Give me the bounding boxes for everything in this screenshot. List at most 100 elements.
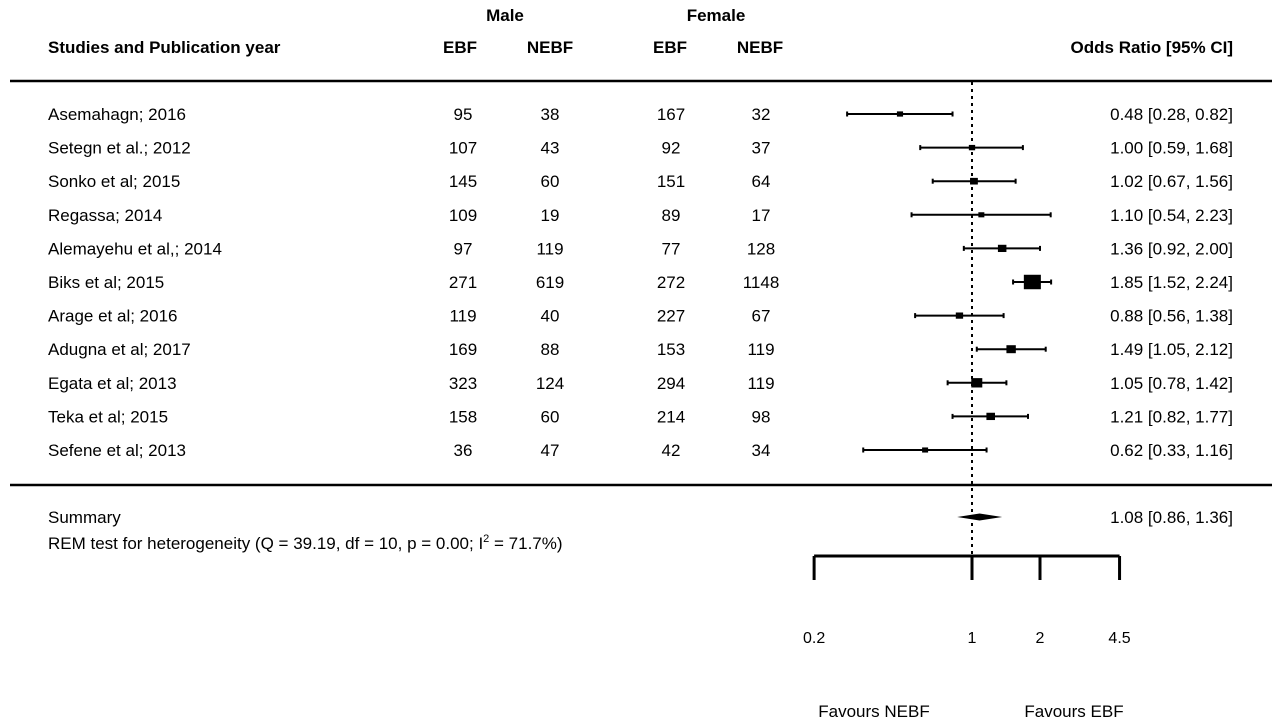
x-axis: 0.2 1 2 4.5 [803, 554, 1131, 647]
ci-text: 1.49 [1.05, 2.12] [1110, 340, 1233, 359]
ci-text: 1.05 [0.78, 1.42] [1110, 374, 1233, 393]
point-estimate-square [997, 244, 1007, 253]
ci-text: 1.85 [1.52, 2.24] [1110, 273, 1233, 292]
ci-text: 0.48 [0.28, 0.82] [1110, 105, 1233, 124]
male-ebf-value: 271 [449, 273, 477, 292]
point-estimate-square [968, 144, 976, 151]
female-ebf-value: 42 [662, 441, 681, 460]
heterogeneity-text: REM test for heterogeneity (Q = 39.19, d… [48, 533, 563, 553]
ci-text: 1.02 [0.67, 1.56] [1110, 172, 1233, 191]
male-ebf-value: 119 [449, 307, 476, 326]
male-ebf-value: 95 [454, 105, 473, 124]
summary-diamond [957, 513, 1003, 521]
female-ebf-value: 294 [657, 374, 685, 393]
study-row: Alemayehu et al,; 2014 97 119 77 128 1.36 [0.… [48, 239, 1233, 258]
male-nebf-header: NEBF [527, 38, 573, 57]
male-ebf-value: 169 [449, 340, 477, 359]
male-nebf-value: 60 [541, 407, 560, 426]
favours-ebf-label: Favours EBF [1024, 702, 1123, 721]
male-nebf-value: 38 [541, 105, 560, 124]
favours-nebf-label: Favours NEBF [818, 702, 929, 721]
male-nebf-value: 60 [541, 172, 560, 191]
study-row: Sonko et al; 2015 145 60 151 64 1.02 [0.67, 1… [48, 172, 1233, 191]
female-ebf-value: 214 [657, 407, 685, 426]
male-ebf-value: 36 [454, 441, 473, 460]
male-nebf-value: 47 [541, 441, 560, 460]
point-estimate-square [896, 111, 904, 117]
study-name: Teka et al; 2015 [48, 407, 168, 426]
ci-text: 0.62 [0.33, 1.16] [1110, 441, 1233, 460]
study-name: Adugna et al; 2017 [48, 340, 191, 359]
x-tick-label: 1 [968, 630, 977, 647]
study-name: Sefene et al; 2013 [48, 441, 186, 460]
ci-text: 1.10 [0.54, 2.23] [1110, 206, 1233, 225]
point-estimate-square [970, 177, 978, 185]
male-nebf-value: 19 [541, 206, 560, 225]
female-nebf-value: 119 [747, 340, 774, 359]
ci-text: 1.00 [0.59, 1.68] [1110, 139, 1233, 158]
male-nebf-value: 43 [541, 139, 560, 158]
study-row: Setegn et al.; 2012 107 43 92 37 1.00 [0.59, … [48, 139, 1233, 158]
summary-label: Summary [48, 508, 121, 527]
female-nebf-value: 128 [747, 239, 775, 258]
female-ebf-value: 153 [657, 340, 685, 359]
male-nebf-value: 619 [536, 273, 564, 292]
male-ebf-header: EBF [443, 38, 477, 57]
x-tick-label: 4.5 [1108, 630, 1130, 647]
female-nebf-value: 98 [752, 407, 771, 426]
point-estimate-square [1006, 345, 1016, 354]
male-ebf-value: 158 [449, 407, 477, 426]
odds-ratio-header: Odds Ratio [95% CI] [1071, 38, 1233, 57]
ci-text: 0.88 [0.56, 1.38] [1110, 307, 1233, 326]
female-nebf-value: 32 [752, 105, 771, 124]
ci-text: 1.21 [0.82, 1.77] [1110, 407, 1233, 426]
ci-text: 1.36 [0.92, 2.00] [1110, 239, 1233, 258]
point-estimate-square [971, 378, 983, 388]
study-name: Regassa; 2014 [48, 206, 162, 225]
female-ebf-value: 92 [662, 139, 681, 158]
female-nebf-value: 67 [752, 307, 771, 326]
study-name: Alemayehu et al,; 2014 [48, 239, 222, 258]
study-name: Biks et al; 2015 [48, 273, 164, 292]
summary-ci-text: 1.08 [0.86, 1.36] [1110, 508, 1233, 527]
male-ebf-value: 97 [454, 239, 473, 258]
x-tick-label: 0.2 [803, 630, 825, 647]
study-name: Egata et al; 2013 [48, 374, 177, 393]
female-nebf-value: 17 [752, 206, 771, 225]
female-ebf-value: 77 [662, 239, 681, 258]
study-row: Biks et al; 2015 271 619 272 1148 1.85 [1.52,… [48, 273, 1233, 292]
female-ebf-value: 167 [657, 105, 685, 124]
study-row: Sefene et al; 2013 36 47 42 34 0.62 [0.33, 1.… [48, 441, 1233, 460]
point-estimate-square [922, 447, 929, 453]
study-row: Adugna et al; 2017 169 88 153 119 1.49 [1.05,… [48, 340, 1233, 359]
male-ebf-value: 323 [449, 374, 477, 393]
point-estimate-square [978, 212, 985, 218]
female-nebf-value: 64 [752, 172, 771, 191]
study-rows: Asemahagn; 2016 95 38 167 32 0.48 [0.28, 0.82… [48, 105, 1233, 460]
female-nebf-value: 1148 [743, 273, 780, 292]
point-estimate-square [986, 412, 995, 421]
point-estimate-square [955, 312, 964, 319]
study-name: Sonko et al; 2015 [48, 172, 180, 191]
point-estimate-square [1023, 274, 1041, 290]
female-nebf-value: 37 [752, 139, 771, 158]
study-name: Setegn et al.; 2012 [48, 139, 191, 158]
study-name: Asemahagn; 2016 [48, 105, 186, 124]
group-female-label: Female [687, 6, 746, 25]
female-nebf-header: NEBF [737, 38, 783, 57]
x-tick-label: 2 [1036, 630, 1045, 647]
study-row: Teka et al; 2015 158 60 214 98 1.21 [0.82, 1.… [48, 407, 1233, 426]
study-row: Arage et al; 2016 119 40 227 67 0.88 [0.56, 1… [48, 307, 1233, 326]
male-ebf-value: 145 [449, 172, 477, 191]
study-row: Regassa; 2014 109 19 89 17 1.10 [0.54, 2.23] [48, 206, 1233, 225]
male-nebf-value: 124 [536, 374, 564, 393]
male-ebf-value: 109 [449, 206, 477, 225]
male-nebf-value: 119 [536, 239, 563, 258]
study-row: Egata et al; 2013 323 124 294 119 1.05 [0.78,… [48, 374, 1233, 393]
male-nebf-value: 88 [541, 340, 560, 359]
male-nebf-value: 40 [541, 307, 560, 326]
group-male-label: Male [486, 6, 524, 25]
female-nebf-value: 119 [747, 374, 774, 393]
female-ebf-value: 89 [662, 206, 681, 225]
